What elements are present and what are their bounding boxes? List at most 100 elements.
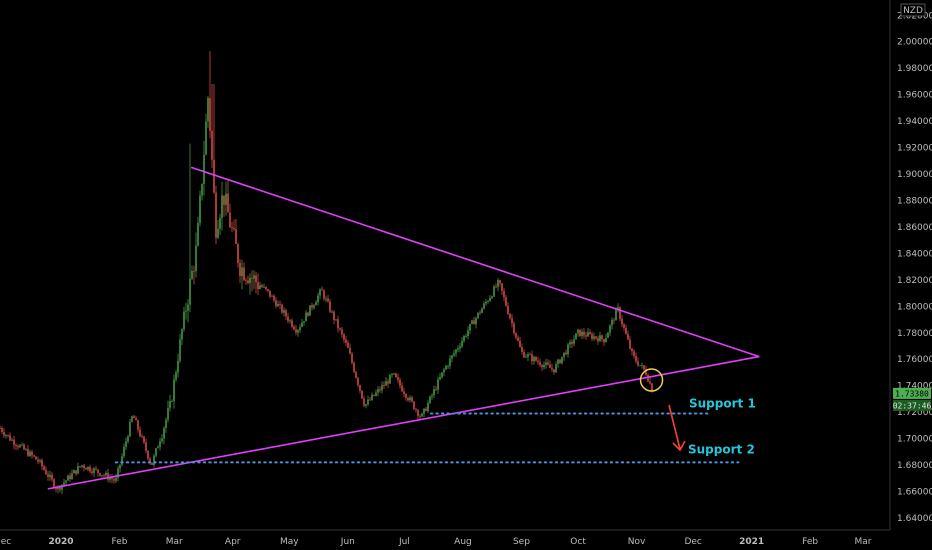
candle-body [23, 444, 25, 450]
x-tick-label: Feb [112, 537, 128, 547]
candle-body [357, 377, 359, 386]
x-tick-label: Mar [855, 537, 872, 547]
candle-body [37, 459, 39, 462]
candle-body [517, 337, 519, 341]
candle-body [155, 448, 157, 456]
candle-body [47, 474, 49, 477]
candle-body [409, 397, 411, 401]
candle-body [7, 435, 9, 436]
candle-body [41, 460, 43, 467]
candle-body [49, 474, 51, 477]
candle-body [121, 456, 123, 465]
candle-body [177, 360, 179, 373]
candle-body [539, 362, 541, 366]
candle-body [629, 339, 631, 349]
candle-body [71, 473, 73, 480]
candle-body [555, 364, 557, 373]
candle-body [623, 324, 625, 328]
candle-body [195, 245, 197, 272]
x-tick-label: Feb [802, 537, 818, 547]
candle-body [147, 450, 149, 459]
candle-body [371, 394, 373, 400]
candle-body [641, 365, 643, 367]
candle-body [13, 439, 15, 446]
candle-body [11, 439, 13, 441]
candle-body [245, 279, 247, 281]
candle-body [207, 98, 209, 122]
candle-body [367, 399, 369, 405]
candle-body [369, 399, 371, 401]
y-tick-label: 1.86000 [897, 223, 932, 233]
candle-body [563, 352, 565, 357]
candle-body [161, 438, 163, 442]
last-price-text: 1.73380 [895, 389, 929, 398]
candle-body [579, 329, 581, 337]
y-tick-label: 1.96000 [897, 91, 932, 101]
candle-body [651, 383, 653, 393]
candle-body [303, 321, 305, 323]
candle-body [433, 389, 435, 396]
candle-body [225, 193, 227, 205]
y-tick-label: 1.76000 [897, 355, 932, 365]
candle-body [631, 348, 633, 352]
candle-body [129, 421, 131, 437]
y-tick-label: 1.98000 [897, 64, 932, 74]
currency-label: NZD [900, 3, 926, 17]
candle-body [289, 320, 291, 322]
candle-body [153, 455, 155, 465]
candle-body [169, 401, 171, 409]
candle-body [265, 286, 267, 290]
candle-body [533, 356, 535, 362]
candle-body [281, 304, 283, 313]
candle-body [35, 456, 37, 460]
candle-body [545, 362, 547, 365]
candle-body [309, 305, 311, 316]
candle-body [267, 289, 269, 291]
candle-body [137, 420, 139, 430]
candle-body [145, 442, 147, 451]
candle-body [477, 312, 479, 318]
x-tick-label: Sep [513, 537, 530, 547]
candle-body [439, 377, 441, 380]
candle-body [479, 312, 481, 314]
candle-body [449, 358, 451, 366]
candle-body [235, 229, 237, 244]
candle-body [247, 280, 249, 284]
candle-body [523, 351, 525, 358]
y-tick-label: 1.66000 [897, 488, 932, 498]
candle-body [617, 307, 619, 310]
candle-body [559, 359, 561, 364]
candle-body [321, 289, 323, 291]
candle-body [389, 374, 391, 384]
x-tick-label: May [280, 537, 299, 547]
candle-body [475, 317, 477, 325]
x-tick-label: Dec [0, 537, 11, 547]
candle-body [323, 290, 325, 299]
candle-body [471, 320, 473, 324]
candle-body [287, 316, 289, 321]
candle-body [19, 445, 21, 448]
candle-body [511, 318, 513, 324]
candle-body [151, 462, 153, 465]
candle-body [89, 466, 91, 472]
candle-body [351, 353, 353, 363]
candle-body [157, 446, 159, 449]
x-tick-label: 2020 [48, 537, 73, 547]
candle-body [551, 367, 553, 370]
candle-body [163, 427, 165, 439]
candle-body [109, 477, 111, 480]
candle-body [643, 365, 645, 370]
candle-body [223, 195, 225, 205]
candle-body [413, 401, 415, 410]
candle-body [441, 372, 443, 378]
candle-body [313, 305, 315, 308]
price-axis[interactable]: 2.020002.000001.980001.960001.940001.920… [889, 0, 932, 530]
candle-body [315, 302, 317, 306]
candle-body [341, 329, 343, 335]
candle-body [257, 282, 259, 290]
candle-body [513, 323, 515, 334]
time-axis[interactable]: Dec 2020 Feb Mar Apr May Jun Jul Aug Sep Oct Nov Dec… [0, 529, 890, 547]
candle-body [333, 311, 335, 320]
candle-body [615, 309, 617, 321]
